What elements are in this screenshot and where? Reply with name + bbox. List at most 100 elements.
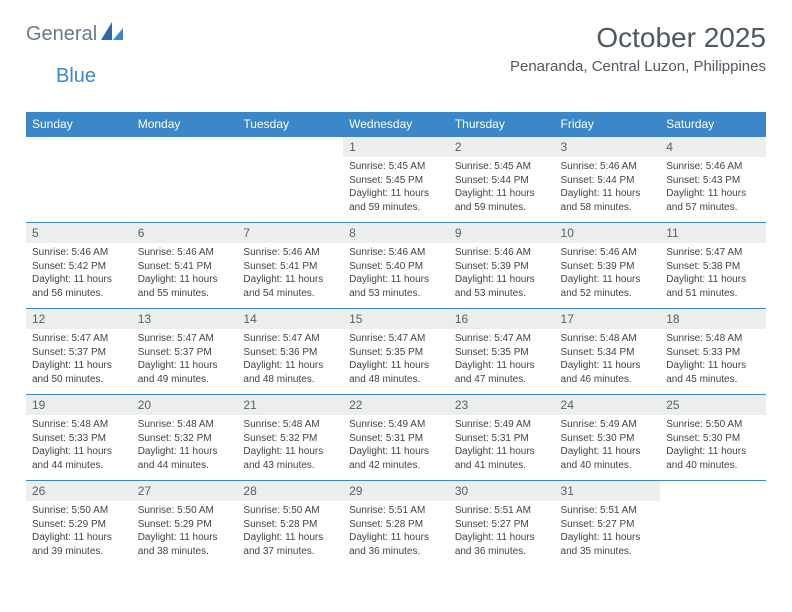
sunrise-label: Sunrise: xyxy=(138,247,177,258)
day-details: Sunrise: 5:47 AMSunset: 5:35 PMDaylight:… xyxy=(343,329,449,394)
sunrise-time: 5:49 AM xyxy=(389,419,426,430)
sunrise-label: Sunrise: xyxy=(561,247,600,258)
daylight-line1: Daylight: 11 hours xyxy=(455,531,549,545)
day-number: 30 xyxy=(449,481,555,501)
sunrise-label: Sunrise: xyxy=(138,419,177,430)
calendar-cell: 5Sunrise: 5:46 AMSunset: 5:42 PMDaylight… xyxy=(26,223,132,309)
day-details: Sunrise: 5:45 AMSunset: 5:44 PMDaylight:… xyxy=(449,157,555,222)
day-details: Sunrise: 5:48 AMSunset: 5:32 PMDaylight:… xyxy=(237,415,343,480)
daylight-line1: Daylight: 11 hours xyxy=(138,273,232,287)
daylight-line1: Daylight: 11 hours xyxy=(349,187,443,201)
daylight-line2: and 54 minutes. xyxy=(243,287,337,301)
calendar-cell: 26Sunrise: 5:50 AMSunset: 5:29 PMDayligh… xyxy=(26,481,132,567)
calendar-cell: 12Sunrise: 5:47 AMSunset: 5:37 PMDayligh… xyxy=(26,309,132,395)
sunset-time: 5:44 PM xyxy=(597,175,634,186)
sunset-time: 5:39 PM xyxy=(597,261,634,272)
daylight-line2: and 44 minutes. xyxy=(138,459,232,473)
daylight-line2: and 58 minutes. xyxy=(561,201,655,215)
sunrise-time: 5:45 AM xyxy=(389,161,426,172)
sunrise-time: 5:48 AM xyxy=(283,419,320,430)
daylight-line2: and 51 minutes. xyxy=(666,287,760,301)
day-details: Sunrise: 5:49 AMSunset: 5:31 PMDaylight:… xyxy=(343,415,449,480)
daylight-line1: Daylight: 11 hours xyxy=(32,531,126,545)
calendar-cell: 14Sunrise: 5:47 AMSunset: 5:36 PMDayligh… xyxy=(237,309,343,395)
sunset-label: Sunset: xyxy=(455,175,492,186)
daylight-line1: Daylight: 11 hours xyxy=(666,445,760,459)
daylight-line2: and 41 minutes. xyxy=(455,459,549,473)
daylight-line2: and 38 minutes. xyxy=(138,545,232,559)
sunset-time: 5:34 PM xyxy=(597,347,634,358)
day-details: Sunrise: 5:47 AMSunset: 5:35 PMDaylight:… xyxy=(449,329,555,394)
day-details: Sunrise: 5:46 AMSunset: 5:43 PMDaylight:… xyxy=(660,157,766,222)
day-details: Sunrise: 5:50 AMSunset: 5:30 PMDaylight:… xyxy=(660,415,766,480)
daylight-line2: and 43 minutes. xyxy=(243,459,337,473)
sunset-label: Sunset: xyxy=(455,433,492,444)
sunset-time: 5:29 PM xyxy=(69,519,106,530)
calendar-cell: 3Sunrise: 5:46 AMSunset: 5:44 PMDaylight… xyxy=(555,137,661,223)
weekday-header: Friday xyxy=(555,112,661,137)
weekday-header: Thursday xyxy=(449,112,555,137)
day-details: Sunrise: 5:47 AMSunset: 5:38 PMDaylight:… xyxy=(660,243,766,308)
sunset-label: Sunset: xyxy=(666,433,703,444)
sunset-time: 5:32 PM xyxy=(174,433,211,444)
sunrise-time: 5:50 AM xyxy=(283,505,320,516)
calendar-cell: 30Sunrise: 5:51 AMSunset: 5:27 PMDayligh… xyxy=(449,481,555,567)
daylight-line2: and 36 minutes. xyxy=(349,545,443,559)
calendar-cell: 8Sunrise: 5:46 AMSunset: 5:40 PMDaylight… xyxy=(343,223,449,309)
sunrise-time: 5:47 AM xyxy=(283,333,320,344)
sunrise-time: 5:46 AM xyxy=(600,247,637,258)
sunset-label: Sunset: xyxy=(243,433,280,444)
sunrise-time: 5:47 AM xyxy=(389,333,426,344)
daylight-line2: and 53 minutes. xyxy=(349,287,443,301)
day-details: Sunrise: 5:46 AMSunset: 5:44 PMDaylight:… xyxy=(555,157,661,222)
sunset-label: Sunset: xyxy=(349,175,386,186)
daylight-line2: and 45 minutes. xyxy=(666,373,760,387)
sunset-time: 5:33 PM xyxy=(703,347,740,358)
daylight-line1: Daylight: 11 hours xyxy=(349,359,443,373)
day-number: 22 xyxy=(343,395,449,415)
calendar-cell: 16Sunrise: 5:47 AMSunset: 5:35 PMDayligh… xyxy=(449,309,555,395)
day-number: 5 xyxy=(26,223,132,243)
day-number: 11 xyxy=(660,223,766,243)
sunset-time: 5:27 PM xyxy=(597,519,634,530)
sunrise-time: 5:46 AM xyxy=(600,161,637,172)
sunrise-label: Sunrise: xyxy=(243,333,282,344)
day-details: Sunrise: 5:51 AMSunset: 5:28 PMDaylight:… xyxy=(343,501,449,566)
daylight-line2: and 56 minutes. xyxy=(32,287,126,301)
daylight-line2: and 59 minutes. xyxy=(455,201,549,215)
sunrise-time: 5:46 AM xyxy=(71,247,108,258)
sunrise-label: Sunrise: xyxy=(455,161,494,172)
calendar-cell: .. xyxy=(26,137,132,223)
calendar-cell: 11Sunrise: 5:47 AMSunset: 5:38 PMDayligh… xyxy=(660,223,766,309)
sunset-time: 5:37 PM xyxy=(174,347,211,358)
daylight-line1: Daylight: 11 hours xyxy=(138,359,232,373)
daylight-line2: and 39 minutes. xyxy=(32,545,126,559)
daylight-line2: and 35 minutes. xyxy=(561,545,655,559)
sunrise-label: Sunrise: xyxy=(138,333,177,344)
sunset-label: Sunset: xyxy=(138,433,175,444)
calendar-cell: 2Sunrise: 5:45 AMSunset: 5:44 PMDaylight… xyxy=(449,137,555,223)
weekday-header: Sunday xyxy=(26,112,132,137)
sunrise-time: 5:49 AM xyxy=(494,419,531,430)
day-number: 1 xyxy=(343,137,449,157)
sunrise-time: 5:48 AM xyxy=(71,419,108,430)
daylight-line1: Daylight: 11 hours xyxy=(32,359,126,373)
sunrise-time: 5:47 AM xyxy=(706,247,743,258)
sunset-time: 5:32 PM xyxy=(280,433,317,444)
calendar-cell: 15Sunrise: 5:47 AMSunset: 5:35 PMDayligh… xyxy=(343,309,449,395)
calendar-cell: 4Sunrise: 5:46 AMSunset: 5:43 PMDaylight… xyxy=(660,137,766,223)
sunrise-time: 5:46 AM xyxy=(494,247,531,258)
logo-sail-icon xyxy=(101,22,123,47)
sunset-time: 5:30 PM xyxy=(703,433,740,444)
calendar-row: ......1Sunrise: 5:45 AMSunset: 5:45 PMDa… xyxy=(26,137,766,223)
sunrise-time: 5:46 AM xyxy=(706,161,743,172)
sunrise-time: 5:45 AM xyxy=(494,161,531,172)
sunset-label: Sunset: xyxy=(32,261,69,272)
sunrise-time: 5:46 AM xyxy=(177,247,214,258)
day-number: 27 xyxy=(132,481,238,501)
calendar-table: Sunday Monday Tuesday Wednesday Thursday… xyxy=(26,112,766,566)
calendar-body: ......1Sunrise: 5:45 AMSunset: 5:45 PMDa… xyxy=(26,137,766,567)
sunrise-time: 5:47 AM xyxy=(71,333,108,344)
sunset-time: 5:28 PM xyxy=(280,519,317,530)
month-title: October 2025 xyxy=(510,22,766,54)
